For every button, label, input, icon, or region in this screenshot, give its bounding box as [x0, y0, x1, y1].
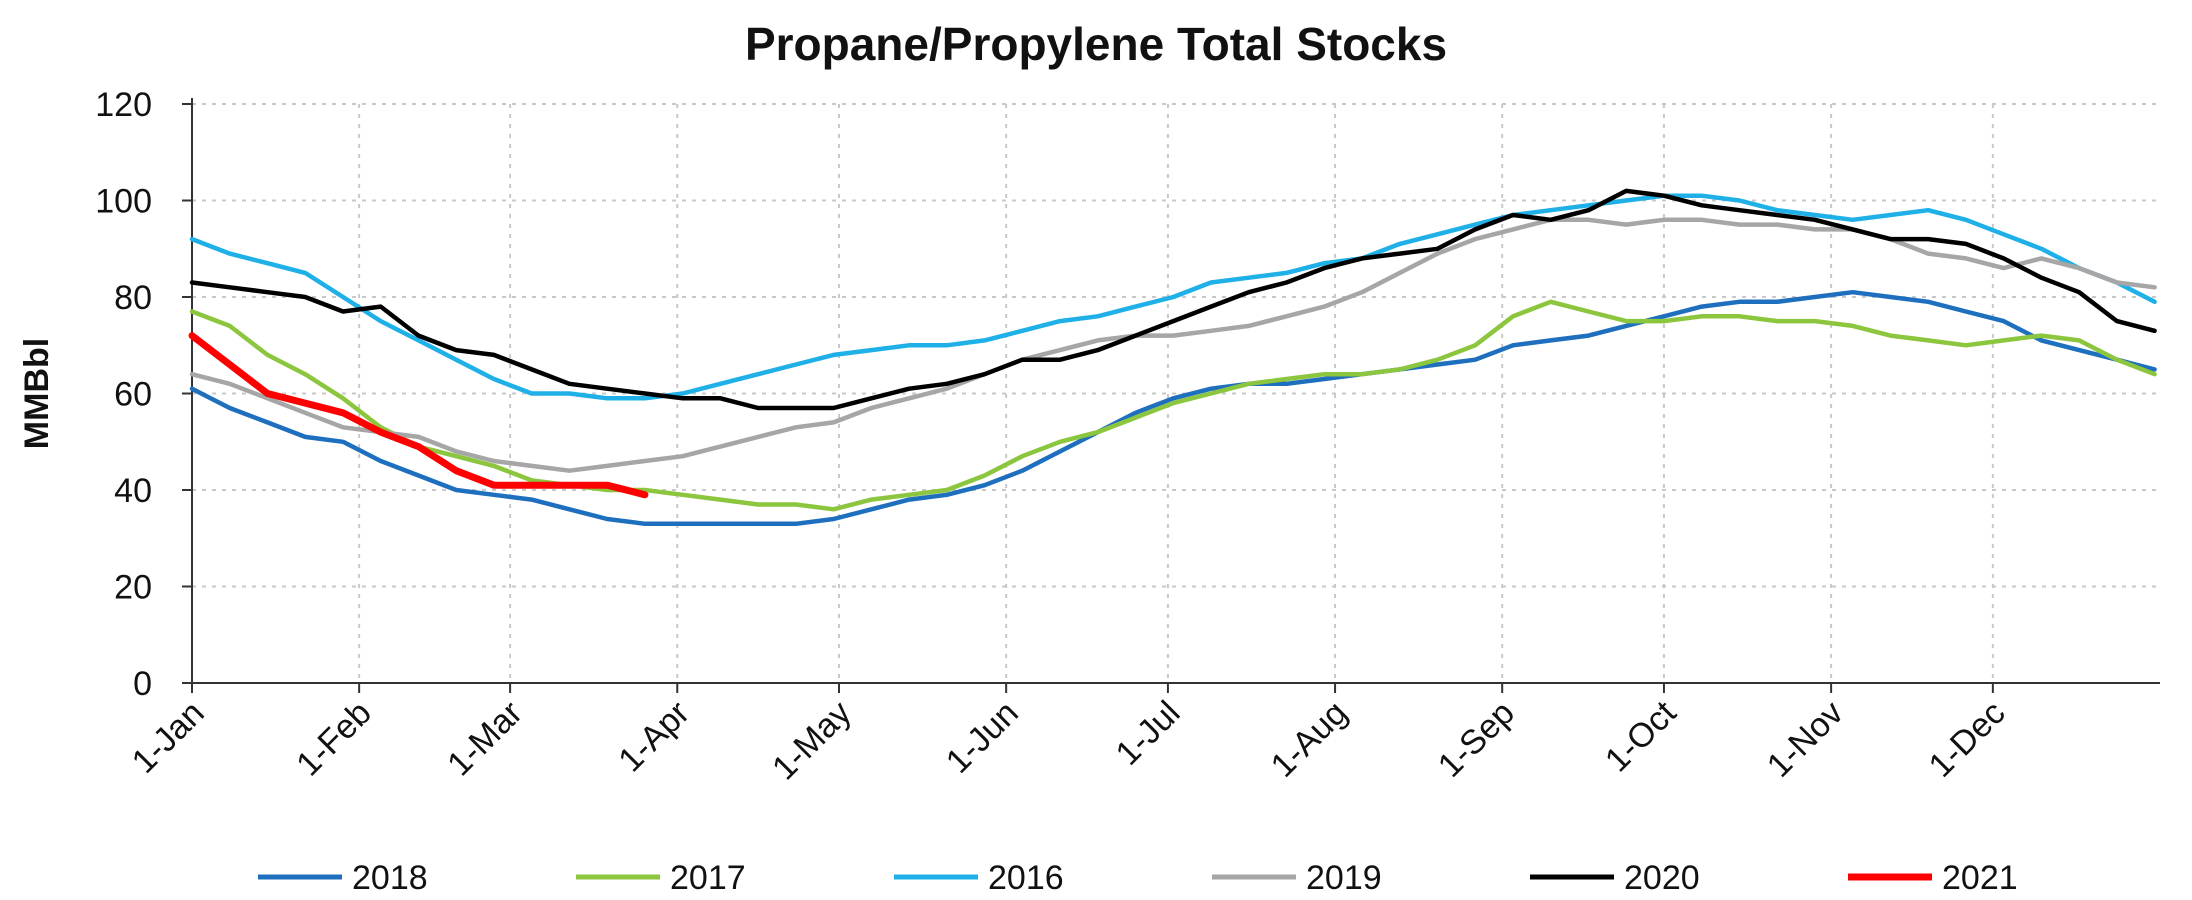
chart-title: Propane/Propylene Total Stocks	[745, 18, 1447, 70]
x-tick-label: 1-Sep	[1431, 694, 1522, 785]
grid-layer	[192, 103, 2160, 683]
x-tick-label: 1-Jun	[939, 694, 1026, 781]
y-tick-label: 40	[114, 472, 152, 510]
series-line-2017	[189, 299, 2157, 512]
x-tick-label: 1-Feb	[289, 694, 379, 784]
legend-label-2020: 2020	[1624, 859, 1700, 897]
legend-label-2016: 2016	[988, 859, 1064, 897]
legend-label-2019: 2019	[1306, 859, 1382, 897]
y-tick-label: 20	[114, 569, 152, 607]
y-axis-label: MMBbl	[18, 338, 56, 449]
series-line-2019	[189, 217, 2157, 473]
x-tick-label: 1-May	[765, 694, 859, 788]
x-tick-label: 1-Dec	[1922, 694, 2013, 785]
x-tick-label: 1-Jul	[1109, 694, 1188, 773]
series-line-2016	[189, 193, 2157, 401]
y-tick-label: 60	[114, 376, 152, 414]
legend-label-2017: 2017	[670, 859, 746, 897]
x-tick-label: 1-Nov	[1760, 694, 1851, 785]
y-tick-label: 80	[114, 279, 152, 317]
x-tick-label: 1-Mar	[440, 694, 530, 784]
series-layer	[188, 188, 2157, 527]
x-tick-label: 1-Apr	[611, 694, 697, 780]
x-tick-label: 1-Jan	[125, 694, 212, 781]
legend-label-2018: 2018	[352, 859, 428, 897]
x-tick-label: 1-Aug	[1264, 694, 1355, 785]
series-line-2021	[188, 332, 649, 499]
series-line-2018	[189, 289, 2157, 527]
y-tick-label: 100	[95, 183, 152, 221]
legend-label-2021: 2021	[1942, 859, 2018, 897]
y-tick-label: 120	[95, 86, 152, 124]
y-tick-label: 0	[133, 665, 152, 703]
series-line-2020	[189, 188, 2157, 411]
x-tick-label: 1-Oct	[1598, 693, 1684, 779]
legend: 2018 2017 2016 2019 2020 2021	[258, 859, 2018, 897]
